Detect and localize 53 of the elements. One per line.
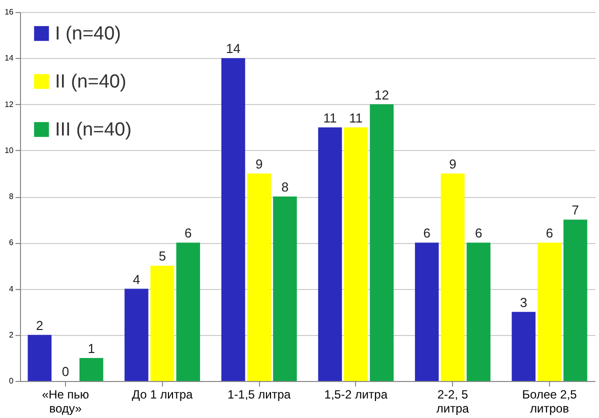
data-label: 8 [281, 180, 289, 194]
bar [318, 127, 342, 381]
data-label: 9 [255, 156, 263, 172]
x-tick-label: До 1 литра [132, 388, 194, 402]
data-label: 4 [132, 272, 140, 287]
data-label: 0 [62, 364, 70, 379]
bar [512, 312, 536, 381]
bar [79, 358, 104, 381]
data-label: 6 [423, 226, 430, 241]
bar [563, 220, 588, 381]
y-tick-label: 10 [4, 146, 14, 155]
bar [440, 173, 465, 381]
bar [370, 104, 394, 381]
bar [247, 173, 271, 381]
data-label: 9 [449, 156, 456, 172]
y-tick-label: 8 [9, 192, 14, 201]
y-tick-label: 6 [9, 238, 14, 248]
data-label: 11 [323, 110, 337, 126]
data-label: 12 [374, 87, 389, 102]
bar [538, 242, 562, 381]
data-label: 6 [546, 226, 554, 241]
x-tick-label: Более 2,5 литров [522, 388, 578, 416]
bar [414, 242, 439, 381]
x-tick-label: «Не пью воду» [42, 388, 90, 416]
legend-label: III (n=40) [55, 120, 132, 140]
bar [466, 242, 490, 381]
bar [28, 334, 52, 381]
data-label: 7 [572, 202, 579, 218]
data-label: 14 [226, 41, 240, 56]
data-label: 3 [520, 294, 528, 310]
bar [124, 288, 148, 381]
x-tick-label: 1,5-2 литра [324, 388, 388, 402]
y-tick-label: 12 [4, 100, 14, 109]
data-label: 1 [88, 340, 95, 356]
bar [344, 127, 368, 381]
y-tick-label: 16 [4, 8, 14, 16]
legend-label: II (n=40) [55, 72, 126, 92]
x-tick-label: 1-1,5 литра [227, 388, 292, 402]
y-tick-label: 2 [9, 330, 14, 340]
data-label: 2 [36, 318, 44, 333]
y-tick-label: 14 [4, 54, 14, 63]
y-tick-label: 4 [9, 284, 14, 294]
bar [273, 196, 297, 381]
bar [150, 266, 174, 381]
data-label: 6 [184, 226, 192, 241]
legend-label: I (n=40) [55, 24, 122, 44]
y-tick-label: 0 [9, 376, 14, 386]
data-label: 5 [158, 248, 166, 264]
bar [221, 58, 246, 381]
bar [176, 242, 200, 381]
data-label: 6 [474, 226, 482, 241]
data-label: 11 [349, 110, 363, 126]
x-tick-label: 2-2, 5 литра [436, 388, 470, 416]
